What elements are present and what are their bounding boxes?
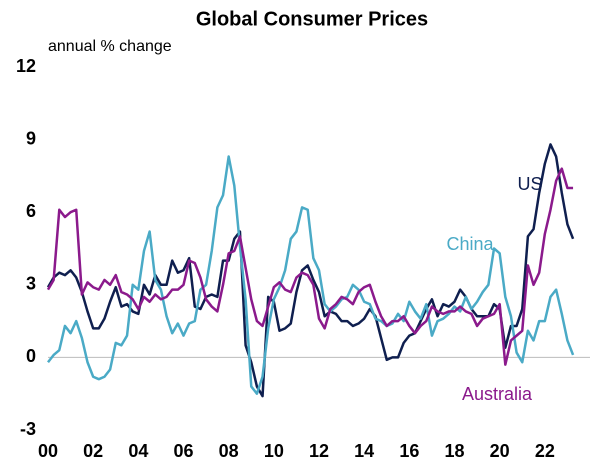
x-tick-label: 06: [173, 441, 193, 461]
y-tick-label: 12: [16, 56, 36, 76]
series-label: China: [446, 234, 494, 254]
x-tick-label: 10: [264, 441, 284, 461]
x-tick-label: 00: [38, 441, 58, 461]
series-label: US: [517, 174, 542, 194]
y-tick-label: 3: [26, 274, 36, 294]
x-tick-label: 04: [128, 441, 148, 461]
y-tick-label: -3: [20, 419, 36, 439]
y-tick-label: 0: [26, 346, 36, 366]
x-tick-label: 12: [309, 441, 329, 461]
x-tick-label: 18: [444, 441, 464, 461]
x-tick-label: 22: [535, 441, 555, 461]
y-tick-label: 6: [26, 201, 36, 221]
x-tick-label: 02: [83, 441, 103, 461]
x-tick-label: 20: [490, 441, 510, 461]
series-line: [47, 155, 575, 395]
series-label: Australia: [462, 384, 533, 404]
x-tick-label: 08: [219, 441, 239, 461]
series-line: [46, 167, 574, 366]
x-tick-label: 16: [399, 441, 419, 461]
chart-title: Global Consumer Prices: [196, 8, 428, 30]
y-axis-label: annual % change: [48, 38, 172, 55]
y-tick-label: 9: [26, 128, 36, 148]
series-line: [46, 143, 575, 398]
x-tick-label: 14: [354, 441, 374, 461]
